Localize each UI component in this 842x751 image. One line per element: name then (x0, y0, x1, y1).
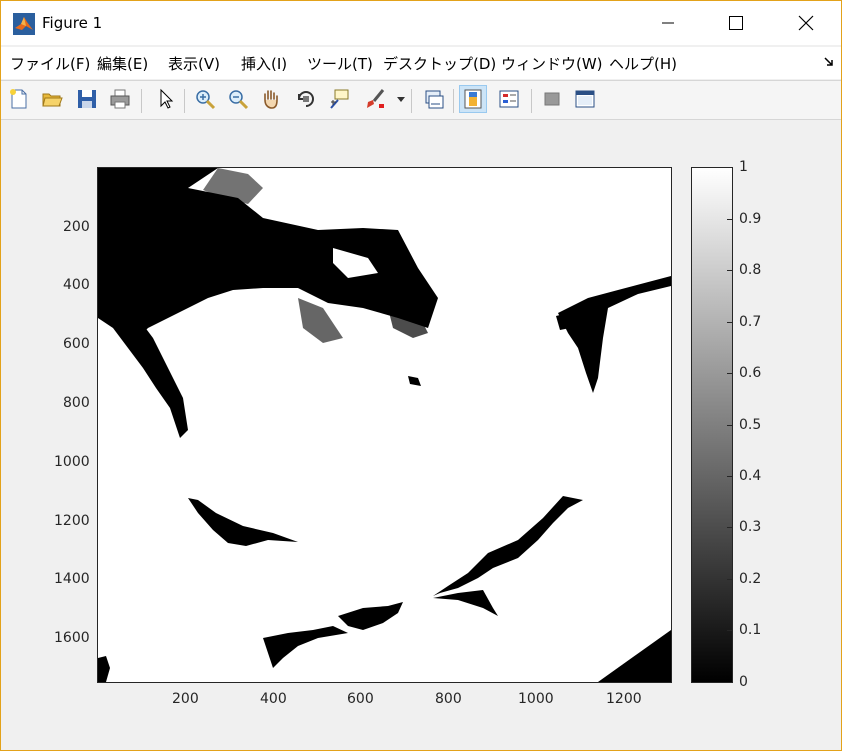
open-file-icon (42, 93, 63, 107)
toolbar-separator (411, 89, 412, 113)
colorbar-tick (727, 476, 732, 477)
data-cursor-button[interactable] (326, 85, 354, 113)
colorbar-tick (727, 425, 732, 426)
y-tick-label: 1000 (54, 454, 90, 470)
colorbar-tick-label: 0.4 (739, 468, 762, 484)
y-tick-label: 1400 (54, 571, 90, 587)
y-tick-label: 400 (63, 277, 90, 293)
colorbar-tick-label: 0.5 (739, 417, 762, 433)
pan-icon (264, 90, 278, 109)
insert-legend-icon (499, 90, 519, 108)
colorbar-tick-label: 0 (739, 674, 748, 690)
zoom-in-icon (196, 90, 216, 110)
colorbar-tick-label: 0.3 (739, 519, 762, 535)
x-tick-label: 1000 (518, 691, 554, 707)
y-tick-label: 200 (63, 219, 90, 235)
image-axes[interactable] (97, 167, 672, 683)
title-bar[interactable]: Figure 1 (1, 1, 841, 45)
menu-window[interactable]: ウィンドウ(W) (501, 55, 603, 73)
colorbar-tick (727, 579, 732, 580)
link-plot-button[interactable] (420, 85, 448, 113)
pointer-button[interactable] (151, 85, 179, 113)
matlab-logo-icon (13, 13, 35, 35)
zoom-out-button[interactable] (224, 85, 252, 113)
colorbar-tick (727, 322, 732, 323)
save-icon (78, 90, 96, 108)
y-tick-label: 1200 (54, 513, 90, 529)
insert-colorbar-icon (464, 89, 482, 109)
rotate-3d-button[interactable] (292, 85, 320, 113)
minimize-icon (662, 22, 674, 24)
figure-toolbar (1, 80, 841, 120)
x-tick-label: 400 (260, 691, 287, 707)
x-tick-label: 800 (435, 691, 462, 707)
y-tick-label: 1600 (54, 630, 90, 646)
hide-plot-tools-button[interactable] (538, 85, 566, 113)
link-plot-icon (425, 90, 444, 109)
zoom-in-button[interactable] (191, 85, 219, 113)
insert-colorbar-button[interactable] (459, 85, 487, 113)
open-file-button[interactable] (38, 85, 66, 113)
show-plot-tools-button[interactable] (571, 85, 599, 113)
toolbar-separator (531, 89, 532, 113)
chevron-down-icon[interactable] (397, 97, 405, 103)
maximize-button[interactable] (713, 1, 759, 45)
print-icon (110, 89, 130, 109)
menu-view[interactable]: 表示(V) (168, 55, 220, 73)
window-title: Figure 1 (42, 14, 103, 32)
menu-file[interactable]: ファイル(F) (10, 55, 91, 73)
show-plot-tools-icon (575, 90, 595, 108)
brush-button[interactable] (361, 85, 389, 113)
menu-tools[interactable]: ツール(T) (307, 55, 373, 73)
colorbar-tick (727, 630, 732, 631)
colorbar-tick-label: 0.1 (739, 622, 762, 638)
colorbar-tick (727, 219, 732, 220)
print-button[interactable] (106, 85, 134, 113)
colorbar-tick-label: 0.2 (739, 571, 762, 587)
brush-icon (367, 89, 385, 108)
colorbar-tick-label: 0.6 (739, 365, 762, 381)
colorbar-tick (727, 373, 732, 374)
new-figure-icon (10, 89, 27, 109)
menu-desktop[interactable]: デスクトップ(D) (383, 55, 497, 73)
figure-canvas: 200 400 600 800 1000 1200 1400 1600 200 … (1, 121, 841, 750)
colorbar-tick (727, 270, 732, 271)
close-button[interactable] (783, 1, 829, 45)
close-icon (798, 15, 814, 31)
pan-button[interactable] (257, 85, 285, 113)
maximize-icon (729, 16, 743, 30)
toolbar-separator (453, 89, 454, 113)
colorbar-tick-label: 0.8 (739, 262, 762, 278)
dock-arrow-icon[interactable] (823, 56, 835, 68)
y-tick-label: 600 (63, 336, 90, 352)
insert-legend-button[interactable] (495, 85, 523, 113)
y-tick-label: 800 (63, 395, 90, 411)
colorbar-tick-label: 0.9 (739, 211, 762, 227)
minimize-button[interactable] (645, 1, 691, 45)
rotate-3d-icon (298, 91, 314, 107)
x-tick-label: 600 (347, 691, 374, 707)
toolbar-separator (141, 89, 142, 113)
colorbar-tick-label: 1 (739, 159, 748, 175)
colorbar-tick (727, 527, 732, 528)
colorbar-tick-label: 0.7 (739, 314, 762, 330)
menu-edit[interactable]: 編集(E) (97, 55, 149, 73)
binary-image (98, 168, 671, 682)
menu-bar: ファイル(F) 編集(E) 表示(V) 挿入(I) ツール(T) デスクトップ(… (1, 47, 841, 79)
menu-insert[interactable]: 挿入(I) (241, 55, 288, 73)
colorbar[interactable] (691, 167, 733, 683)
x-tick-label: 1200 (606, 691, 642, 707)
data-cursor-icon (330, 89, 349, 109)
save-button[interactable] (73, 85, 101, 113)
menu-help[interactable]: ヘルプ(H) (609, 55, 677, 73)
pointer-icon (160, 88, 174, 109)
toolbar-separator (184, 89, 185, 113)
hide-plot-tools-icon (544, 92, 560, 106)
x-tick-label: 200 (172, 691, 199, 707)
new-figure-button[interactable] (5, 85, 33, 113)
zoom-out-icon (229, 90, 249, 110)
